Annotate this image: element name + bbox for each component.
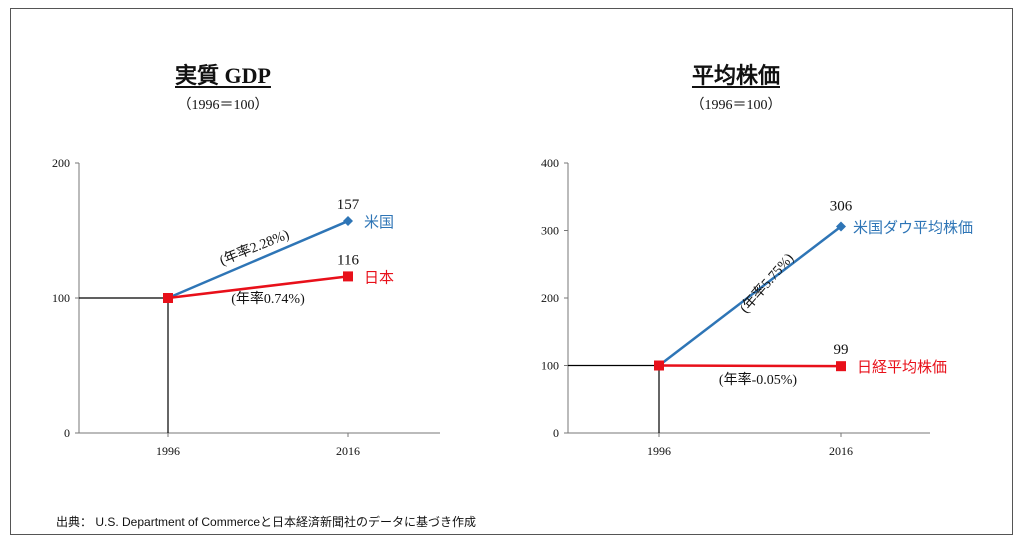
series-name-label: 米国 — [364, 214, 394, 231]
y-tick-label: 0 — [64, 426, 70, 440]
y-tick-label: 0 — [553, 426, 559, 440]
y-tick-label: 100 — [541, 359, 559, 373]
data-label: 157 — [337, 197, 360, 213]
series-marker-diamond — [836, 221, 846, 232]
start-marker — [654, 360, 664, 371]
x-tick-label: 2016 — [336, 444, 360, 458]
figure-frame — [10, 8, 1013, 535]
series-line — [167, 219, 349, 300]
source-note: 出典： U.S. Department of Commerceと日本経済新聞社の… — [56, 515, 477, 529]
rate-annotation: (年率5.75%) — [736, 249, 797, 316]
series-marker-square — [836, 361, 846, 372]
y-tick-label: 400 — [541, 156, 559, 170]
series-line — [167, 275, 349, 300]
y-tick-label: 200 — [541, 291, 559, 305]
series-name-label: 米国ダウ平均株価 — [853, 219, 973, 236]
start-marker — [163, 293, 173, 303]
x-tick-label: 1996 — [647, 444, 671, 458]
x-tick-label: 1996 — [156, 444, 180, 458]
data-label: 99 — [834, 342, 849, 358]
y-tick-label: 200 — [52, 156, 70, 170]
chart-subtitle-stock: （1996＝100） — [690, 98, 782, 113]
series-line — [658, 225, 842, 367]
x-tick-label: 2016 — [829, 444, 853, 458]
series-marker-diamond — [343, 216, 353, 227]
data-label: 306 — [830, 198, 853, 214]
series-line — [658, 364, 842, 368]
chart-title-gdp: 実質 GDP — [175, 63, 271, 88]
data-label: 116 — [337, 252, 359, 268]
series-marker-square — [343, 271, 353, 282]
rate-annotation: (年率0.74%) — [231, 290, 305, 307]
series-name-label: 日経平均株価 — [857, 359, 947, 376]
y-tick-label: 300 — [541, 224, 559, 238]
series-name-label: 日本 — [364, 269, 394, 286]
y-tick-label: 100 — [52, 291, 70, 305]
rate-annotation: (年率-0.05%) — [719, 371, 797, 388]
chart-subtitle-gdp: （1996＝100） — [177, 98, 269, 113]
chart-title-stock: 平均株価 — [691, 63, 780, 88]
